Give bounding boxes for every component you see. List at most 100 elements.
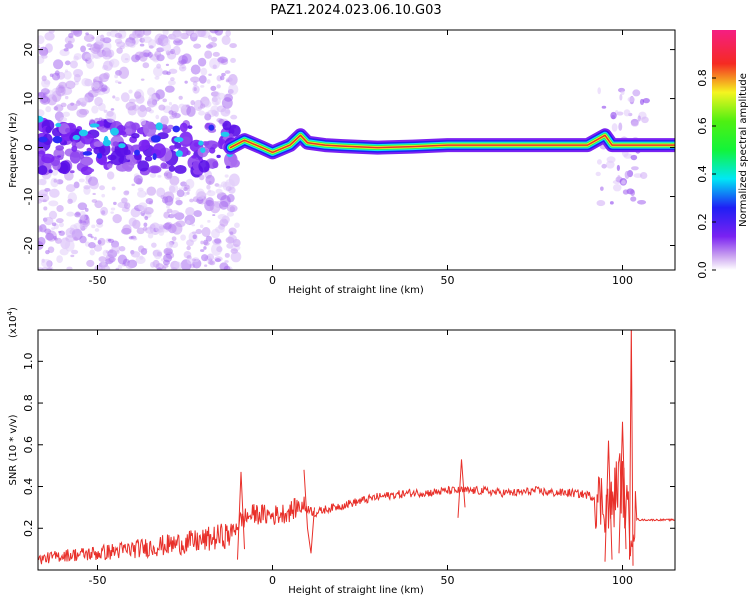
burst-blob xyxy=(596,159,602,165)
burst-blob xyxy=(623,109,631,117)
noise-blob xyxy=(128,217,137,227)
noise-blob xyxy=(206,253,215,261)
noise-blob xyxy=(79,108,90,115)
noise-blob xyxy=(147,232,154,239)
noise-blob xyxy=(192,85,200,94)
noise-blob xyxy=(89,179,99,190)
noise-hotspot xyxy=(220,131,230,137)
noise-blob xyxy=(90,43,101,54)
noise-blob xyxy=(101,193,106,198)
noise-blob xyxy=(134,91,142,99)
noise-blob xyxy=(203,241,210,246)
snr-line-layer xyxy=(38,330,675,566)
noise-blob xyxy=(43,206,48,211)
noise-blob xyxy=(38,178,47,186)
burst-blob xyxy=(596,199,606,207)
noise-blob xyxy=(48,210,58,220)
spectrogram-x-ticks: -50 0 50 100 xyxy=(89,30,633,287)
noise-blob xyxy=(211,36,218,42)
noise-blob xyxy=(170,210,180,216)
burst-blob xyxy=(637,115,641,122)
snr-x-axis-label: Height of straight line (km) xyxy=(288,585,424,596)
noise-blob xyxy=(222,120,232,131)
noise-blob xyxy=(139,43,145,47)
noise-blob xyxy=(204,264,208,267)
burst-blob xyxy=(630,189,636,197)
burst-blob xyxy=(622,189,629,195)
noise-blob xyxy=(122,224,132,235)
noise-blob xyxy=(168,101,173,106)
noise-blob xyxy=(225,79,230,83)
noise-blob xyxy=(62,111,70,117)
noise-blob xyxy=(170,266,178,270)
noise-blob xyxy=(144,155,153,162)
noise-blob xyxy=(175,220,186,228)
burst-blob xyxy=(597,87,601,95)
snr-x-tick-label: 100 xyxy=(612,574,633,587)
noise-blob xyxy=(170,77,175,82)
noise-blob xyxy=(103,109,108,113)
noise-blob xyxy=(206,190,216,197)
noise-blob xyxy=(55,84,66,97)
noise-blob xyxy=(81,77,90,87)
noise-blob xyxy=(149,173,157,178)
noise-blob xyxy=(186,245,191,251)
noise-blob xyxy=(186,105,196,117)
noise-blob xyxy=(154,50,162,58)
noise-blob xyxy=(216,84,221,89)
noise-blob xyxy=(59,248,69,256)
noise-blob xyxy=(204,111,210,117)
snr-y-axis-label: SNR (10 * v/v) xyxy=(8,414,19,485)
noise-blob xyxy=(215,188,223,195)
spectrogram-y-axis-label: Frequency (Hz) xyxy=(8,112,19,188)
noise-blob xyxy=(115,267,120,270)
noise-hotspot xyxy=(155,122,163,131)
noise-blob xyxy=(110,108,115,111)
spectrogram-y-ticks: 20 10 0 -10 -20 xyxy=(22,43,675,254)
noise-blob xyxy=(66,102,78,111)
noise-blob xyxy=(106,171,115,180)
snr-frame xyxy=(37,329,676,571)
noise-blob xyxy=(166,71,171,76)
noise-blob xyxy=(165,63,170,67)
snr-spike xyxy=(629,330,634,566)
snr-spike xyxy=(303,469,315,554)
snr-y-tick-label: 0.4 xyxy=(22,478,35,496)
noise-blob xyxy=(66,211,75,217)
burst-blob xyxy=(612,183,622,192)
noise-blob xyxy=(175,199,183,206)
noise-blob xyxy=(83,185,91,190)
burst-blob xyxy=(601,105,607,109)
noise-blob xyxy=(77,202,88,211)
noise-blob xyxy=(38,35,45,45)
noise-blob xyxy=(100,264,111,270)
noise-hotspot xyxy=(134,149,140,156)
noise-blob xyxy=(181,66,185,69)
noise-blob xyxy=(216,246,223,253)
noise-blob xyxy=(221,72,226,77)
noise-blob xyxy=(176,189,185,198)
noise-blob xyxy=(89,118,95,125)
noise-blob xyxy=(186,220,191,225)
noise-blob xyxy=(178,187,182,190)
noise-hotspot xyxy=(200,147,206,153)
noise-blob xyxy=(51,222,57,227)
snr-series-line xyxy=(38,453,675,565)
noise-blob xyxy=(41,153,55,164)
snr-unit-close: ) xyxy=(8,307,19,311)
snr-y-tick-label: 0.6 xyxy=(22,436,35,454)
noise-blob xyxy=(113,201,117,206)
noise-blob xyxy=(93,244,103,252)
noise-blob xyxy=(131,132,140,139)
colorbar-tick-label: 0.8 xyxy=(696,69,709,87)
noise-blob xyxy=(112,95,116,99)
noise-blob xyxy=(143,52,150,58)
noise-blob xyxy=(58,230,62,233)
noise-blob xyxy=(43,216,54,226)
noise-blob xyxy=(130,251,141,258)
noise-hotspot xyxy=(103,135,109,144)
noise-blob xyxy=(58,222,64,228)
noise-blob xyxy=(180,136,191,145)
noise-blob xyxy=(174,165,187,174)
noise-blob xyxy=(39,96,51,105)
